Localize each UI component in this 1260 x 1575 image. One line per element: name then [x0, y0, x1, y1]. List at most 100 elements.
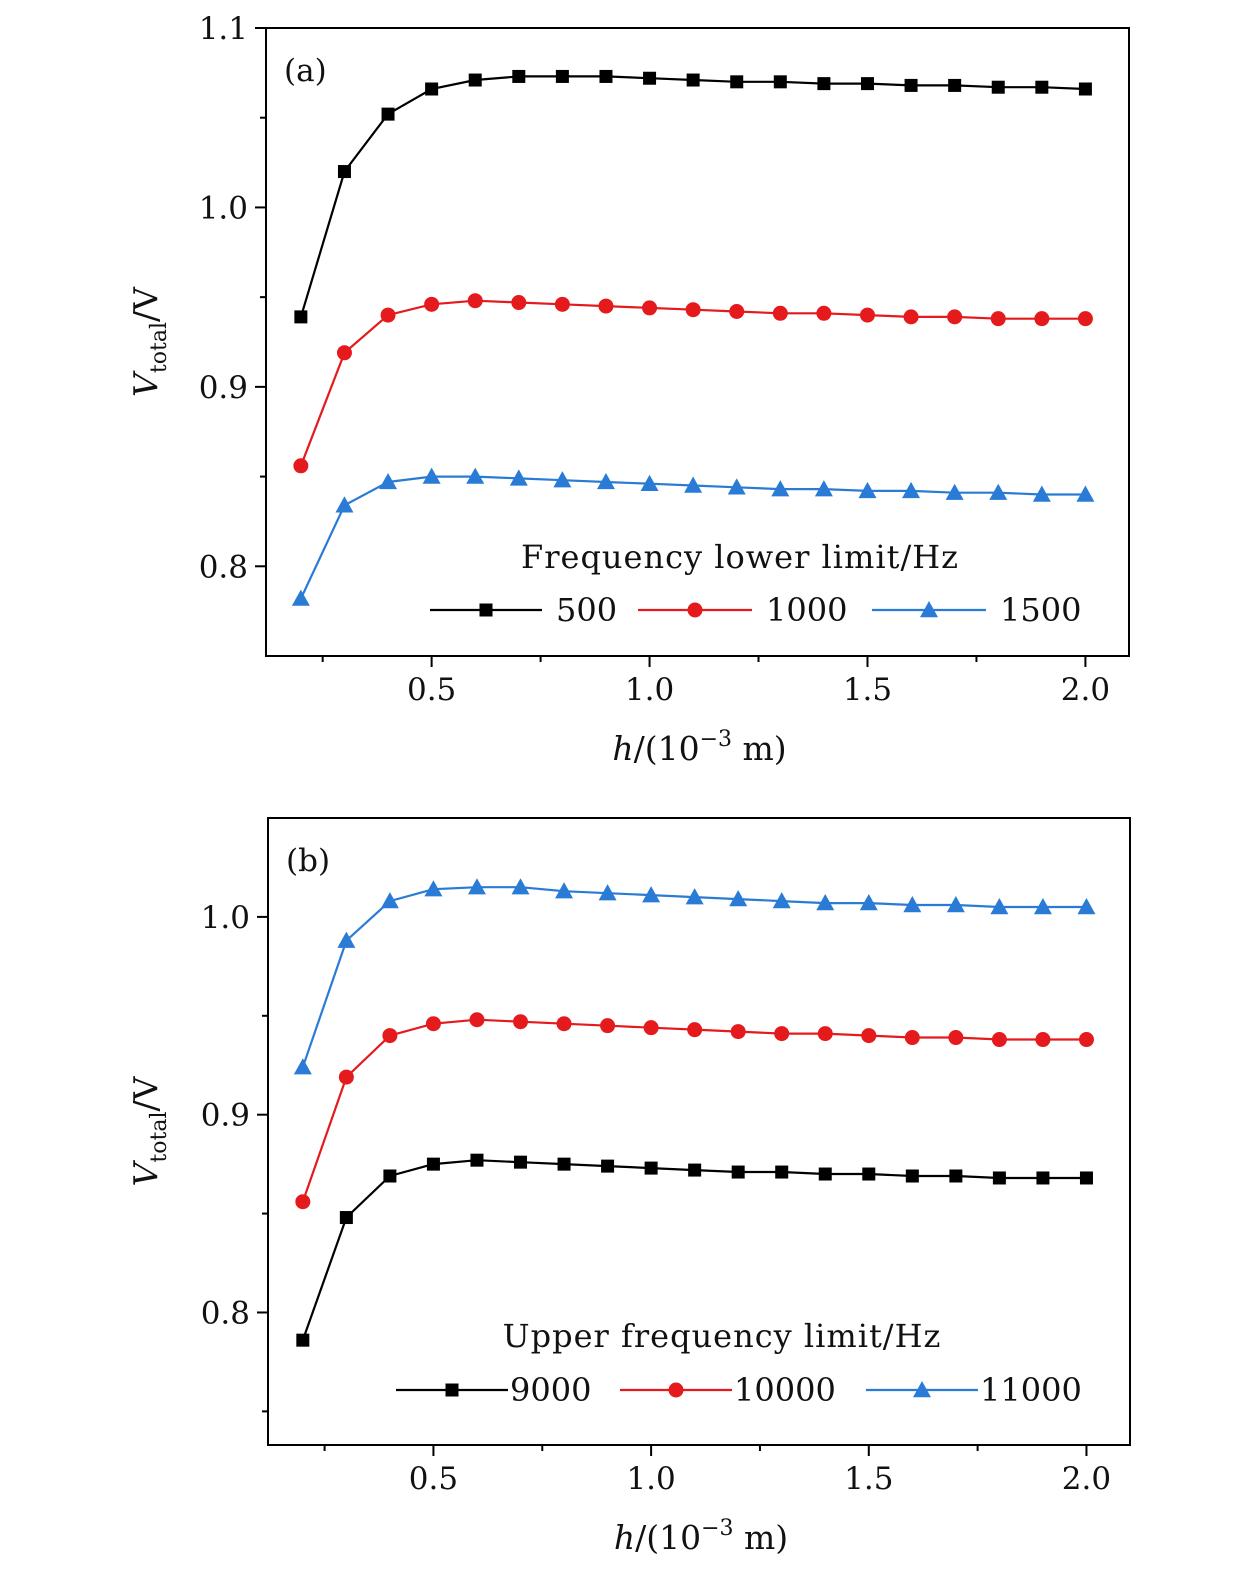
y-axis-label: Vtotal/V [126, 1075, 172, 1186]
x-axis-label-unit: m) [732, 729, 787, 768]
legend-label: 9000 [510, 1371, 591, 1409]
data-point [816, 894, 835, 911]
data-point [336, 345, 352, 361]
data-point [291, 589, 310, 606]
data-point [774, 1026, 790, 1042]
data-point [1034, 311, 1050, 327]
data-point [989, 483, 1008, 500]
x-tick-label: 1.5 [843, 672, 892, 708]
data-point [991, 80, 1005, 94]
legend-swatch-marker [913, 1381, 931, 1398]
data-point [335, 496, 354, 513]
data-point [858, 481, 877, 499]
legend-swatch-marker [920, 601, 938, 618]
data-point [903, 896, 922, 913]
data-point [945, 483, 964, 500]
data-point [469, 1012, 485, 1028]
data-point [294, 310, 308, 324]
data-point [771, 480, 790, 497]
data-point [685, 888, 704, 905]
x-axis-label: h/(10−3 m) [612, 727, 786, 768]
data-point [513, 1014, 529, 1030]
data-point [904, 1030, 920, 1046]
data-point [379, 472, 398, 490]
data-point [640, 474, 659, 491]
chart-panel-a: 0.5 1.0 1.5 2.0 0.8 0.9 1.0 1.1 h/(10−3 m) Vtotal… [126, 11, 1130, 768]
data-point [817, 77, 831, 91]
data-point [642, 886, 661, 903]
data-point [862, 1167, 876, 1181]
x-tick-label: 2.0 [1062, 1461, 1111, 1497]
series-1000 [293, 293, 1093, 474]
data-point [992, 1171, 1006, 1185]
data-point [425, 82, 439, 96]
data-point [1076, 485, 1095, 502]
legend-label: 10000 [734, 1371, 836, 1409]
data-point [818, 1167, 832, 1181]
data-point [643, 71, 657, 85]
data-point [383, 1169, 397, 1183]
data-point [1032, 485, 1051, 502]
data-point [338, 1069, 354, 1085]
y-axis-label: Vtotal/V [126, 286, 172, 397]
data-point [511, 295, 527, 311]
x-tick-label: 1.0 [625, 672, 674, 708]
data-point [1035, 1032, 1051, 1048]
data-point [555, 882, 574, 899]
data-point [688, 1163, 702, 1177]
data-point [816, 305, 832, 321]
data-point [861, 1028, 877, 1044]
x-tick-label: 1.0 [626, 1461, 675, 1497]
data-point [296, 1333, 310, 1347]
x-axis-label-variable: h [614, 1518, 635, 1557]
data-point [946, 896, 965, 913]
data-point [685, 302, 701, 318]
data-point [686, 73, 700, 87]
x-axis-label-text: /(10 [634, 729, 700, 768]
data-point [337, 165, 351, 179]
legend-title: Frequency lower limit/Hz [521, 538, 959, 576]
data-point [601, 1159, 615, 1173]
y-tick-label: 0.8 [199, 549, 248, 585]
data-point [990, 311, 1006, 327]
data-point [511, 878, 530, 895]
y-axis-label-variable: V [126, 1159, 165, 1186]
data-point [947, 309, 963, 325]
data-point [948, 1030, 964, 1046]
x-tick-label: 0.5 [409, 1461, 458, 1497]
data-point [555, 69, 569, 83]
data-point [382, 1028, 398, 1044]
data-point [948, 78, 962, 92]
y-tick-label: 0.8 [201, 1295, 250, 1331]
y-tick-label: 1.0 [199, 190, 248, 226]
y-tick-label: 0.9 [199, 370, 248, 406]
data-point [1078, 82, 1092, 96]
data-point [905, 1169, 919, 1183]
data-point [859, 894, 878, 911]
legend-entry-10000: 10000 [620, 1371, 836, 1409]
data-point [729, 890, 748, 907]
x-axis-label-exponent: −3 [701, 1516, 733, 1541]
data-point [514, 1155, 528, 1169]
legend-label: 1000 [766, 591, 847, 629]
y-axis-label-variable: V [126, 370, 165, 397]
data-point [553, 471, 572, 488]
x-tick-label: 2.0 [1061, 672, 1110, 708]
data-point [1036, 1171, 1050, 1185]
data-point [775, 1165, 789, 1179]
y-tick-label: 0.9 [201, 1098, 250, 1134]
series-500 [294, 69, 1092, 324]
data-point [772, 892, 791, 909]
legend-swatch-marker [687, 602, 703, 618]
x-axis-label-unit: m) [734, 1518, 789, 1557]
data-point [422, 467, 441, 484]
data-point [425, 1016, 441, 1032]
data-point [596, 472, 615, 490]
data-point [380, 307, 396, 323]
data-point [772, 305, 788, 321]
data-point [337, 931, 356, 948]
legend-swatch-marker [445, 1383, 459, 1397]
panel-label: (a) [284, 53, 327, 89]
plot-frame [265, 27, 1130, 657]
